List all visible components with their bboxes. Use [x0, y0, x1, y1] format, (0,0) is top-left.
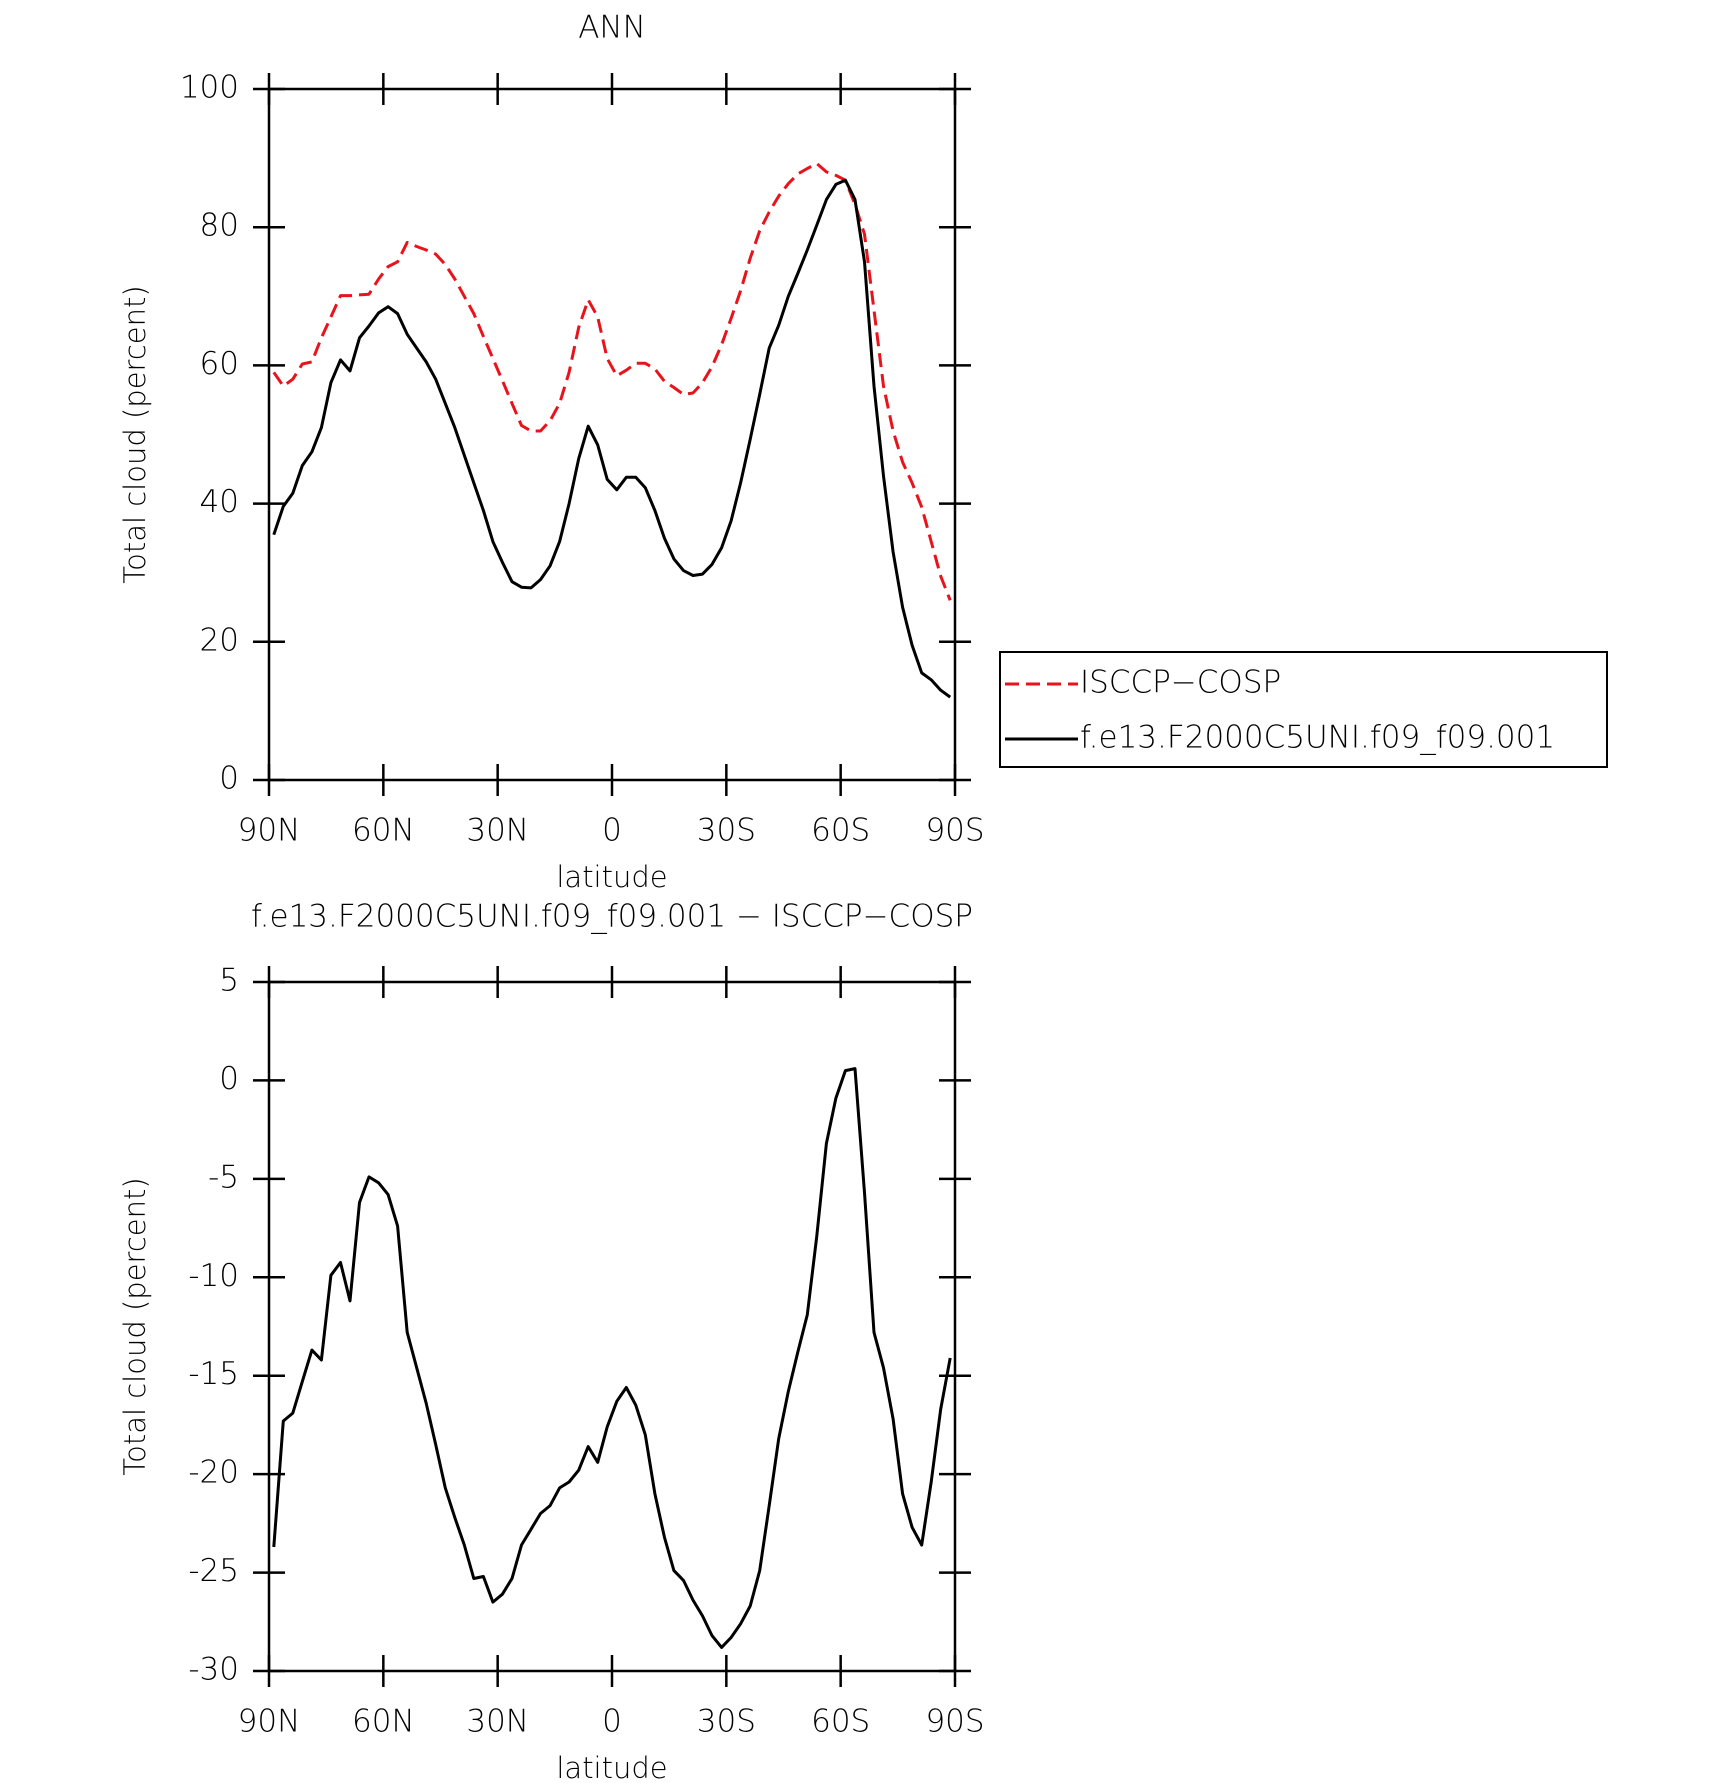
y-tick-label: 100: [180, 70, 239, 106]
y-tick-label: -20: [188, 1455, 239, 1491]
x-tick-label: 0: [602, 1704, 622, 1740]
x-axis-label: latitude: [556, 1751, 667, 1783]
y-tick-label: 0: [219, 1061, 239, 1097]
x-tick-label: 0: [602, 813, 622, 849]
x-tick-label: 90S: [925, 1704, 984, 1740]
x-tick-label: 60N: [352, 1704, 415, 1740]
plot-frame: [267, 980, 957, 1673]
x-tick-label: 30N: [466, 1704, 529, 1740]
x-tick-label: 30S: [697, 1704, 756, 1740]
y-axis-label: Total cloud (percent): [118, 1177, 152, 1475]
x-tick-label: 30S: [697, 813, 756, 849]
y-tick-label: 60: [200, 346, 239, 382]
legend-label: ISCCP−COSP: [1080, 665, 1281, 701]
y-tick-label: 40: [200, 484, 239, 520]
y-tick-label: 20: [200, 622, 239, 658]
data-line: [272, 162, 952, 601]
x-tick-label: 30N: [466, 813, 529, 849]
y-tick-label: -5: [208, 1159, 239, 1195]
x-tick-label: 90S: [925, 813, 984, 849]
y-tick-label: -15: [188, 1356, 239, 1392]
y-tick-label: -10: [188, 1258, 239, 1294]
x-axis-label: latitude: [556, 860, 667, 894]
chart-title: f.e13.F2000C5UNI.f09_f09.001 − ISCCP−COS…: [251, 899, 973, 935]
legend-label: f.e13.F2000C5UNI.f09_f09.001: [1080, 720, 1555, 756]
x-tick-label: 60N: [352, 813, 415, 849]
data-line: [272, 178, 952, 699]
x-tick-label: 60S: [811, 813, 870, 849]
data-line: [272, 1067, 952, 1649]
x-tick-label: 60S: [811, 1704, 870, 1740]
y-tick-label: 5: [219, 963, 239, 999]
y-tick-label: 80: [200, 208, 239, 244]
y-tick-label: -25: [188, 1553, 239, 1589]
x-tick-label: 90N: [238, 813, 301, 849]
y-axis-label: Total cloud (percent): [118, 285, 152, 583]
legend-box: [999, 651, 1608, 768]
y-tick-label: 0: [219, 761, 239, 797]
y-tick-label: -30: [188, 1652, 239, 1688]
chart-title: ANN: [578, 10, 646, 46]
x-tick-label: 90N: [238, 1704, 301, 1740]
